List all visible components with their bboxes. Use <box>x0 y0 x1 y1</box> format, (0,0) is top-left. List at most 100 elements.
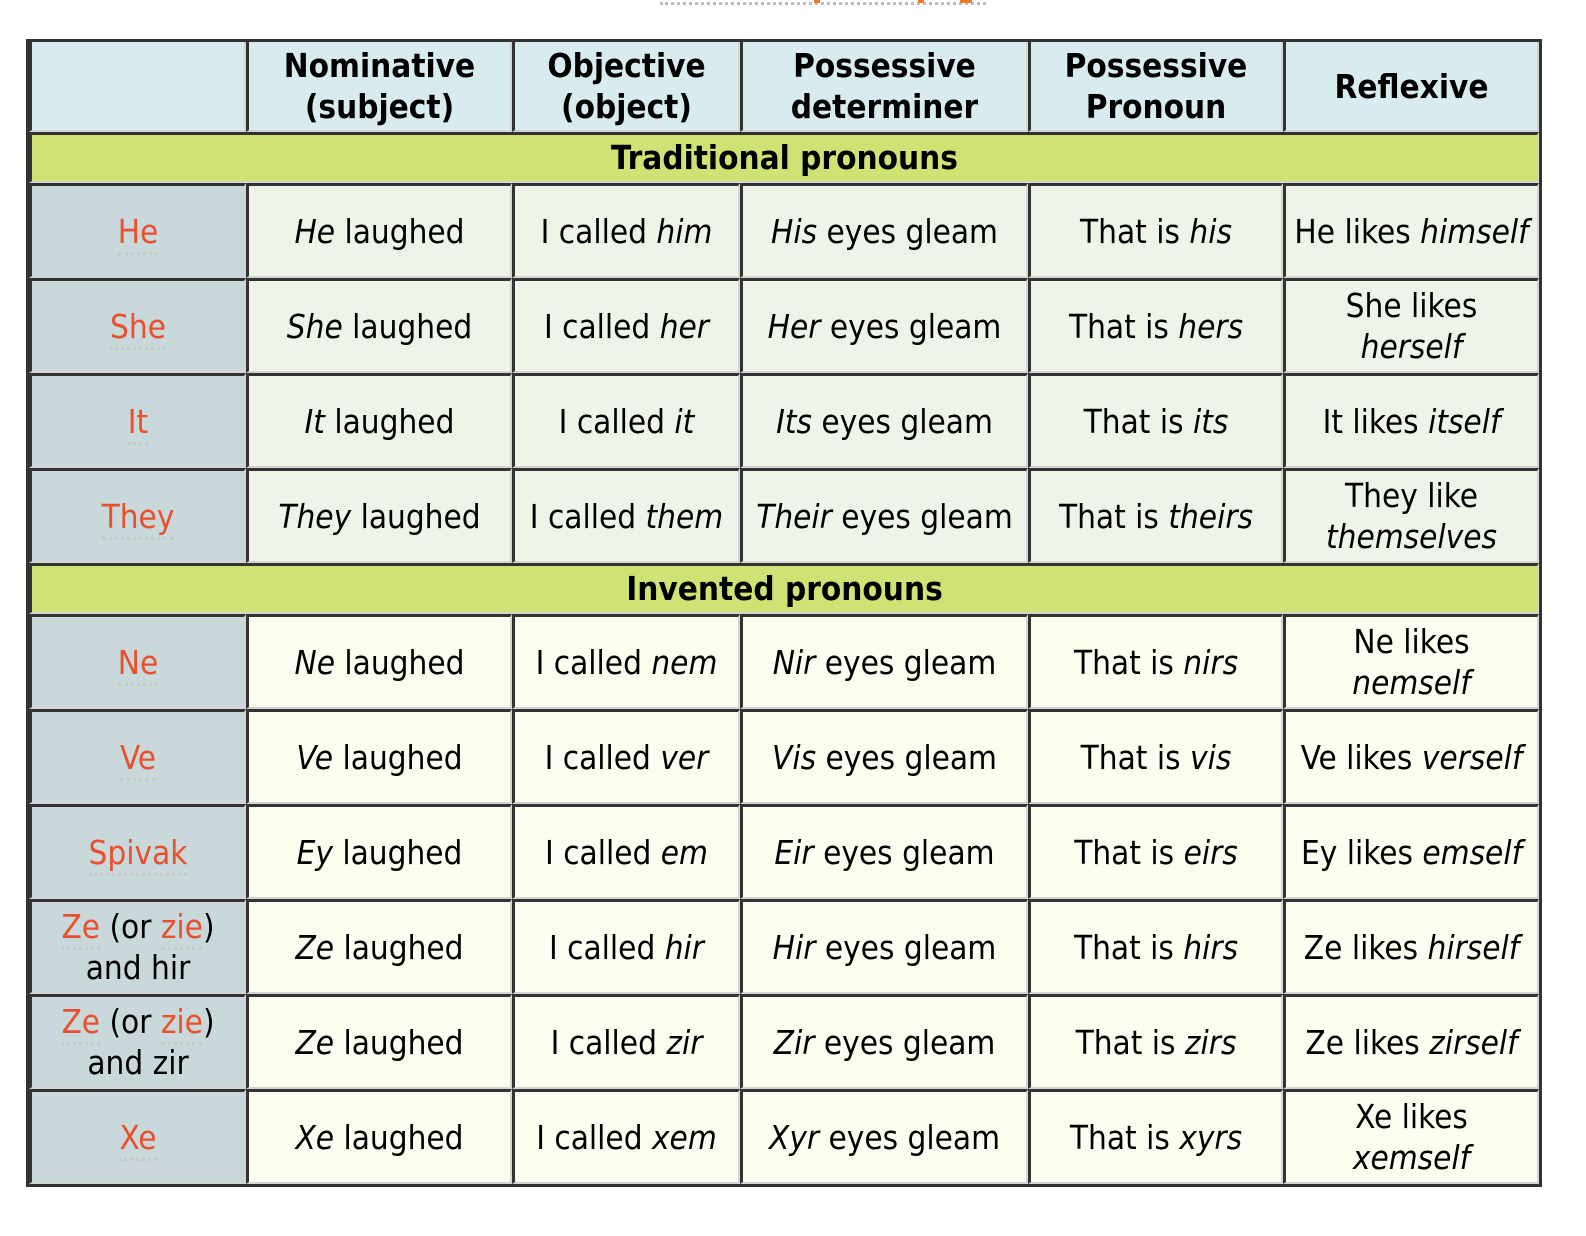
example-cell: I called hir <box>512 899 740 994</box>
table-row: Ve Ve laughed I called ver Vis eyes gleam Th… <box>29 709 1539 804</box>
example-pronoun: hirself <box>1427 927 1520 967</box>
example-text: That is <box>1068 306 1179 346</box>
example-cell: Ey laughed <box>246 804 512 899</box>
pronoun-link[interactable]: He <box>117 211 159 255</box>
example-text: eyes gleam <box>815 642 997 682</box>
example-pronoun: themselves <box>1326 517 1497 556</box>
example-cell: Ze laughed <box>246 899 512 994</box>
label-text: (or <box>100 907 161 946</box>
example-pronoun: ver <box>660 737 709 777</box>
label-text: ) and zir <box>87 1002 215 1082</box>
example-text: That is <box>1073 927 1184 967</box>
pronoun-label-cell: He <box>29 183 246 278</box>
table-row: Ne Ne laughed I called nem Nir eyes gleam Th… <box>29 614 1539 709</box>
example-text: laughed <box>351 496 481 536</box>
example-pronoun: They <box>278 496 352 536</box>
pronoun-label-cell: Xe <box>29 1089 246 1184</box>
example-cell: I called it <box>512 373 740 468</box>
example-text: It likes <box>1322 401 1429 441</box>
example-text: eyes gleam <box>817 211 998 251</box>
example-text: That is <box>1073 642 1184 682</box>
example-text: That is <box>1083 401 1193 441</box>
pronoun-link[interactable]: Ze <box>61 1002 101 1045</box>
example-pronoun: vis <box>1190 737 1232 777</box>
example-pronoun: His <box>771 211 818 251</box>
example-pronoun: his <box>1189 211 1232 251</box>
example-text: I called <box>543 306 660 346</box>
example-text: eyes gleam <box>813 832 995 872</box>
example-cell: I called xem <box>512 1089 740 1184</box>
example-cell: Xe likes xemself <box>1283 1089 1539 1184</box>
example-cell: That is zirs <box>1028 994 1283 1089</box>
example-text: She likes <box>1345 286 1478 325</box>
example-pronoun: zirs <box>1184 1022 1237 1062</box>
example-pronoun: nirs <box>1183 642 1239 682</box>
example-cell: That is vis <box>1028 709 1283 804</box>
example-pronoun: Their <box>756 496 832 536</box>
example-text: That is <box>1069 1117 1180 1157</box>
pronoun-link[interactable]: Spivak <box>88 832 188 876</box>
pronoun-link[interactable]: zie <box>160 907 203 950</box>
example-pronoun: nemself <box>1352 663 1471 702</box>
example-pronoun: emself <box>1422 832 1523 872</box>
example-pronoun: nem <box>651 642 718 682</box>
example-cell: Ne likes nemself <box>1283 614 1539 709</box>
example-pronoun: She <box>286 306 343 346</box>
example-pronoun: Ve <box>296 737 334 777</box>
example-pronoun: hers <box>1178 306 1244 346</box>
example-text: laughed <box>334 642 465 682</box>
example-text: That is <box>1080 737 1191 777</box>
pronoun-link[interactable]: Ze <box>61 907 101 950</box>
pronoun-label-cell: They <box>29 468 246 563</box>
clipped-title-fragment <box>814 0 820 3</box>
pronoun-label-cell: It <box>29 373 246 468</box>
example-cell: Nir eyes gleam <box>740 614 1028 709</box>
example-pronoun: Hir <box>772 927 816 967</box>
example-cell: She likes herself <box>1283 278 1539 373</box>
example-pronoun: It <box>304 401 325 441</box>
example-pronoun: theirs <box>1168 496 1253 536</box>
example-text: He likes <box>1294 211 1421 251</box>
example-cell: Ze laughed <box>246 994 512 1089</box>
pronoun-link[interactable]: Ve <box>119 737 156 781</box>
example-cell: He laughed <box>246 183 512 278</box>
pronoun-link[interactable]: Ne <box>117 642 159 686</box>
table-row: He He laughed I called him His eyes gleam Th… <box>29 183 1539 278</box>
example-text: I called <box>544 737 661 777</box>
pronoun-link[interactable]: She <box>110 306 166 350</box>
example-pronoun: Ey <box>296 832 333 872</box>
example-cell: That is xyrs <box>1028 1089 1283 1184</box>
pronoun-link[interactable]: They <box>101 496 175 540</box>
example-cell: Ze likes hirself <box>1283 899 1539 994</box>
example-cell: That is hers <box>1028 278 1283 373</box>
example-pronoun: Ze <box>295 927 335 967</box>
pronoun-link[interactable]: Xe <box>119 1117 157 1161</box>
label-text: (or <box>100 1002 161 1041</box>
pronoun-label-cell: Ze (or zie) and hir <box>29 899 246 994</box>
example-text: That is <box>1075 1022 1185 1062</box>
example-cell: Eir eyes gleam <box>740 804 1028 899</box>
pronoun-label-cell: Ne <box>29 614 246 709</box>
pronoun-label-cell: She <box>29 278 246 373</box>
example-pronoun: herself <box>1360 327 1463 366</box>
pronoun-link[interactable]: zie <box>160 1002 203 1045</box>
example-text: laughed <box>332 832 463 872</box>
example-cell: Ve laughed <box>246 709 512 804</box>
example-pronoun: xyrs <box>1179 1117 1243 1157</box>
example-text: That is <box>1058 496 1169 536</box>
example-text: Ze likes <box>1305 1022 1430 1062</box>
example-pronoun: He <box>294 211 336 251</box>
example-text: I called <box>550 1022 667 1062</box>
example-pronoun: them <box>645 496 724 536</box>
clipped-title-fragment <box>918 0 924 3</box>
example-text: I called <box>529 496 646 536</box>
pronoun-table: Nominative (subject) Objective (object) Po… <box>26 39 1542 1187</box>
table-row: Xe Xe laughed I called xem Xyr eyes gleam Th… <box>29 1089 1539 1184</box>
example-cell: That is his <box>1028 183 1283 278</box>
label-text: ) and hir <box>85 907 215 987</box>
pronoun-link[interactable]: It <box>127 401 149 445</box>
example-cell: His eyes gleam <box>740 183 1028 278</box>
column-header: Reflexive <box>1283 42 1539 132</box>
example-pronoun: xemself <box>1352 1138 1471 1177</box>
table-row: It It laughed I called it Its eyes gleam Tha… <box>29 373 1539 468</box>
